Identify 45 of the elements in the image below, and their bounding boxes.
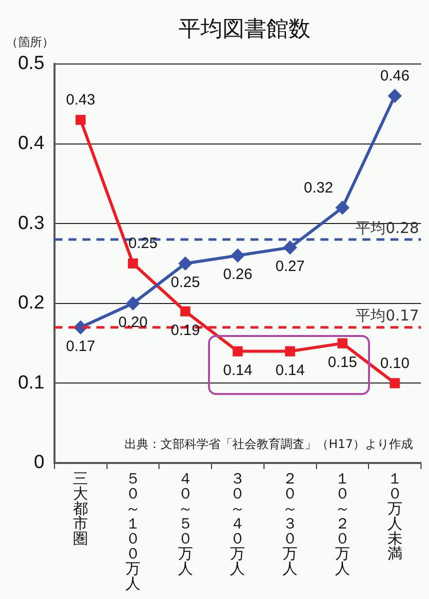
data-label: 0.17 — [66, 338, 96, 355]
chart-title: 平均図書館数 — [178, 16, 312, 44]
ref-line-label: 平均0.17 — [356, 306, 419, 325]
point — [336, 201, 349, 214]
data-label: 0.19 — [170, 322, 200, 340]
point — [180, 306, 190, 316]
data-label: 0.10 — [380, 354, 410, 372]
x-tick-label: ３０～４０万人 — [230, 469, 246, 578]
data-label: 0.26 — [223, 266, 252, 284]
data-label: 0.14 — [223, 362, 252, 379]
point — [126, 296, 140, 310]
ref-line-label: 平均0.28 — [356, 218, 419, 237]
point — [284, 241, 297, 254]
y-tick-label: 0.5 — [18, 53, 44, 74]
point — [76, 114, 86, 125]
data-label: 0.25 — [170, 274, 200, 292]
data-label: 0.32 — [304, 179, 334, 196]
y-axis-title: （箇所） — [6, 34, 54, 51]
x-tick-label: ４０～５０万人 — [178, 469, 193, 578]
x-tick-label: １０万人未満 — [387, 469, 402, 562]
data-label: 0.46 — [380, 68, 410, 85]
data-label: 0.14 — [275, 362, 305, 379]
x-tick-label: １０～２０万人 — [334, 469, 350, 578]
y-tick-label: 0 — [34, 452, 44, 474]
y-tick-label: 0.1 — [18, 372, 44, 394]
data-label: 0.20 — [118, 314, 148, 332]
annotation: 出典：文部科学省「社会教育調査」（H17）より作成 — [124, 437, 413, 452]
point — [232, 346, 243, 356]
data-label: 0.27 — [275, 258, 305, 276]
y-tick-label: 0.3 — [18, 212, 44, 234]
data-label: 0.15 — [328, 354, 358, 371]
x-tick-label: 三大都市圏 — [73, 469, 88, 548]
x-tick-label: ２０～３０万人 — [282, 469, 298, 578]
data-label: 0.43 — [66, 92, 96, 108]
point — [388, 89, 402, 102]
point — [128, 258, 138, 269]
point — [337, 338, 348, 348]
y-tick-label: 0.2 — [18, 292, 44, 314]
point — [390, 378, 400, 388]
point — [231, 249, 244, 262]
data-label: 0.25 — [128, 235, 158, 252]
y-tick-label: 0.4 — [18, 133, 45, 154]
x-tick-label: ５０～１００万人 — [125, 469, 140, 592]
point — [285, 346, 296, 356]
point — [178, 257, 192, 270]
